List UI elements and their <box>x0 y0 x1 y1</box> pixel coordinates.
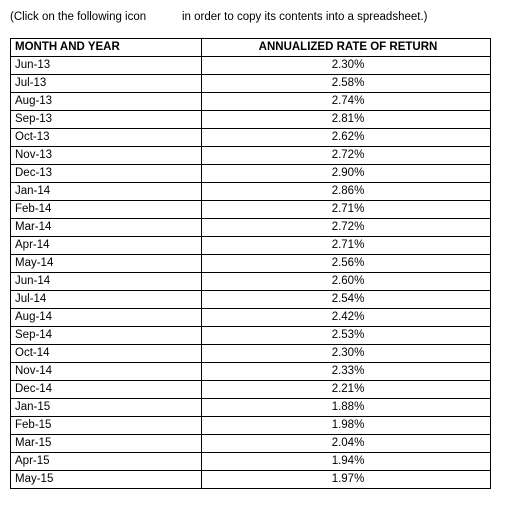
month-cell: Aug-13 <box>10 92 202 111</box>
table-row: Sep-13 2.81% <box>10 110 491 129</box>
header-row: MONTH AND YEAR ANNUALIZED RATE OF RETURN <box>10 38 491 57</box>
month-cell: Dec-13 <box>10 164 202 183</box>
rate-cell: 2.54% <box>201 290 491 309</box>
instruction-text: in order to copy its contents into a spr… <box>182 11 428 23</box>
rate-cell: 2.30% <box>201 344 491 363</box>
table-row: Jan-15 1.88% <box>10 398 491 417</box>
column-header: ANNUALIZED RATE OF RETURN <box>201 38 491 57</box>
table-row: Jun-14 2.60% <box>10 272 491 291</box>
month-cell: Mar-15 <box>10 434 202 453</box>
rate-cell: 2.30% <box>201 56 491 75</box>
table-row: May-15 1.97% <box>10 470 491 489</box>
table-row: May-14 2.56% <box>10 254 491 273</box>
column-header: MONTH AND YEAR <box>10 38 202 57</box>
rate-cell: 1.94% <box>201 452 491 471</box>
rate-cell: 2.86% <box>201 182 491 201</box>
month-cell: Nov-13 <box>10 146 202 165</box>
month-cell: Sep-14 <box>10 326 202 345</box>
rate-cell: 2.53% <box>201 326 491 345</box>
table-row: Feb-14 2.71% <box>10 200 491 219</box>
rate-cell: 2.72% <box>201 146 491 165</box>
month-cell: Nov-14 <box>10 362 202 381</box>
rate-cell: 2.33% <box>201 362 491 381</box>
rate-cell: 2.71% <box>201 236 491 255</box>
month-cell: Jun-14 <box>10 272 202 291</box>
returns-table: MONTH AND YEAR ANNUALIZED RATE OF RETURN… <box>10 38 491 489</box>
table-row: Dec-14 2.21% <box>10 380 491 399</box>
month-cell: Oct-13 <box>10 128 202 147</box>
month-cell: Dec-14 <box>10 380 202 399</box>
month-cell: Jul-14 <box>10 290 202 309</box>
month-cell: Aug-14 <box>10 308 202 327</box>
rate-cell: 2.81% <box>201 110 491 129</box>
rate-cell: 2.42% <box>201 308 491 327</box>
table-row: Oct-13 2.62% <box>10 128 491 147</box>
rate-cell: 2.90% <box>201 164 491 183</box>
month-cell: Jul-13 <box>10 74 202 93</box>
table-row: Sep-14 2.53% <box>10 326 491 345</box>
rate-cell: 2.62% <box>201 128 491 147</box>
month-cell: Jun-13 <box>10 56 202 75</box>
rate-cell: 2.60% <box>201 272 491 291</box>
rate-cell: 1.88% <box>201 398 491 417</box>
table-row: Jan-14 2.86% <box>10 182 491 201</box>
table-row: Feb-15 1.98% <box>10 416 491 435</box>
instruction-text: (Click on the following icon <box>10 11 147 23</box>
rate-cell: 2.58% <box>201 74 491 93</box>
table-row: Aug-14 2.42% <box>10 308 491 327</box>
table-row: Jul-14 2.54% <box>10 290 491 309</box>
month-cell: Mar-14 <box>10 218 202 237</box>
month-cell: Sep-13 <box>10 110 202 129</box>
month-cell: May-14 <box>10 254 202 273</box>
table-row: Mar-15 2.04% <box>10 434 491 453</box>
rate-cell: 2.21% <box>201 380 491 399</box>
rate-cell: 2.74% <box>201 92 491 111</box>
month-cell: Apr-15 <box>10 452 202 471</box>
table-row: Oct-14 2.30% <box>10 344 491 363</box>
month-cell: Feb-15 <box>10 416 202 435</box>
month-cell: Oct-14 <box>10 344 202 363</box>
table-row: Aug-13 2.74% <box>10 92 491 111</box>
table-row: Mar-14 2.72% <box>10 218 491 237</box>
table-row: Apr-14 2.71% <box>10 236 491 255</box>
rate-cell: 2.72% <box>201 218 491 237</box>
rate-cell: 1.97% <box>201 470 491 489</box>
month-cell: Apr-14 <box>10 236 202 255</box>
table-row: Apr-15 1.94% <box>10 452 491 471</box>
month-cell: May-15 <box>10 470 202 489</box>
table-row: Dec-13 2.90% <box>10 164 491 183</box>
rate-cell: 1.98% <box>201 416 491 435</box>
table-row: Nov-13 2.72% <box>10 146 491 165</box>
table-row: Nov-14 2.33% <box>10 362 491 381</box>
table-row: Jun-13 2.30% <box>10 56 491 75</box>
month-cell: Jan-14 <box>10 182 202 201</box>
rate-cell: 2.56% <box>201 254 491 273</box>
month-cell: Jan-15 <box>10 398 202 417</box>
rate-cell: 2.71% <box>201 200 491 219</box>
rate-cell: 2.04% <box>201 434 491 453</box>
month-cell: Feb-14 <box>10 200 202 219</box>
table-row: Jul-13 2.58% <box>10 74 491 93</box>
